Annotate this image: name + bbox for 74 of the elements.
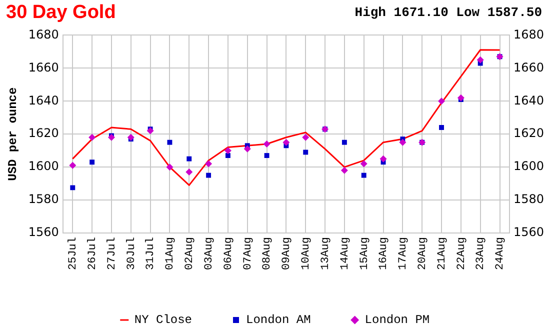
- x-tick-label: 07Aug: [242, 236, 254, 270]
- x-tick-label: 30Jul: [126, 236, 138, 270]
- x-tick-label: 09Aug: [281, 236, 294, 270]
- x-tick-label: 26Jul: [86, 236, 99, 270]
- x-tick-label: 08Aug: [262, 236, 274, 270]
- x-tick-label: 22Aug: [456, 236, 468, 270]
- x-tick-label: 20Aug: [417, 236, 430, 270]
- point: [244, 145, 251, 152]
- x-tick-label: 02Aug: [184, 236, 196, 270]
- point: [108, 134, 115, 141]
- y2-tick-label: 1580: [513, 192, 544, 206]
- point: [206, 172, 212, 178]
- x-tick-label: 14Aug: [339, 236, 352, 270]
- point: [263, 140, 270, 148]
- point: [476, 56, 484, 64]
- x-tick-label: 25Jul: [68, 236, 80, 270]
- y-tick-label: 1620: [28, 126, 59, 140]
- point: [303, 150, 308, 155]
- y-tick-label: 1660: [28, 60, 59, 74]
- point: [186, 156, 192, 162]
- x-tick-label: 13Aug: [320, 236, 332, 270]
- point: [69, 162, 76, 169]
- point: [225, 153, 230, 158]
- legend-label: London AM: [246, 313, 311, 328]
- point: [146, 127, 154, 134]
- y-tick-label: 1580: [28, 192, 59, 206]
- legend-label: London PM: [364, 313, 430, 328]
- point: [166, 164, 174, 171]
- point: [224, 147, 232, 154]
- point: [340, 166, 348, 174]
- y2-tick-label: 1600: [513, 159, 544, 174]
- x-tick-label: 01Aug: [164, 236, 177, 270]
- y2-tick-label: 1620: [513, 126, 544, 140]
- x-tick-label: 27Jul: [106, 236, 118, 270]
- point: [264, 153, 270, 158]
- x-tick-label: 21Aug: [436, 236, 448, 270]
- x-tick-label: 10Aug: [300, 236, 313, 270]
- x-tick-label: 15Aug: [358, 236, 371, 270]
- point: [282, 138, 290, 146]
- y2-tick-label: 1660: [513, 60, 544, 74]
- point: [167, 140, 172, 145]
- point: [361, 172, 366, 178]
- x-tick-label: 16Aug: [378, 236, 390, 270]
- point: [399, 138, 406, 146]
- point: [127, 134, 134, 141]
- point: [360, 160, 368, 168]
- point: [90, 160, 95, 165]
- point: [438, 98, 446, 105]
- point: [342, 140, 347, 145]
- y-tick-label: 1560: [28, 225, 59, 240]
- y2-tick-label: 1680: [513, 27, 544, 42]
- y2-tick-label: 1560: [513, 225, 544, 240]
- x-tick-label: 23Aug: [475, 236, 488, 270]
- point: [186, 168, 193, 176]
- x-tick-label: 03Aug: [203, 236, 216, 270]
- y2-tick-label: 1640: [513, 93, 544, 108]
- point: [457, 94, 464, 102]
- point: [302, 134, 310, 141]
- x-tick-label: 24Aug: [494, 236, 507, 270]
- point: [205, 160, 212, 168]
- chart-subtitle: High 1671.10 Low 1587.50: [354, 5, 542, 20]
- y-tick-label: 1680: [28, 27, 59, 42]
- y-tick-label: 1640: [28, 93, 59, 108]
- y-axis-title: USD per ounce: [6, 87, 20, 181]
- x-tick-label: 06Aug: [222, 236, 235, 270]
- y-tick-label: 1600: [28, 159, 59, 174]
- chart-title: 30 Day Gold: [6, 2, 116, 24]
- point: [380, 155, 387, 162]
- legend-label: NY Close: [134, 313, 192, 328]
- x-tick-label: 31Jul: [145, 236, 158, 270]
- point: [88, 134, 96, 141]
- point: [70, 185, 76, 190]
- x-tick-label: 17Aug: [398, 236, 410, 270]
- point: [439, 125, 444, 130]
